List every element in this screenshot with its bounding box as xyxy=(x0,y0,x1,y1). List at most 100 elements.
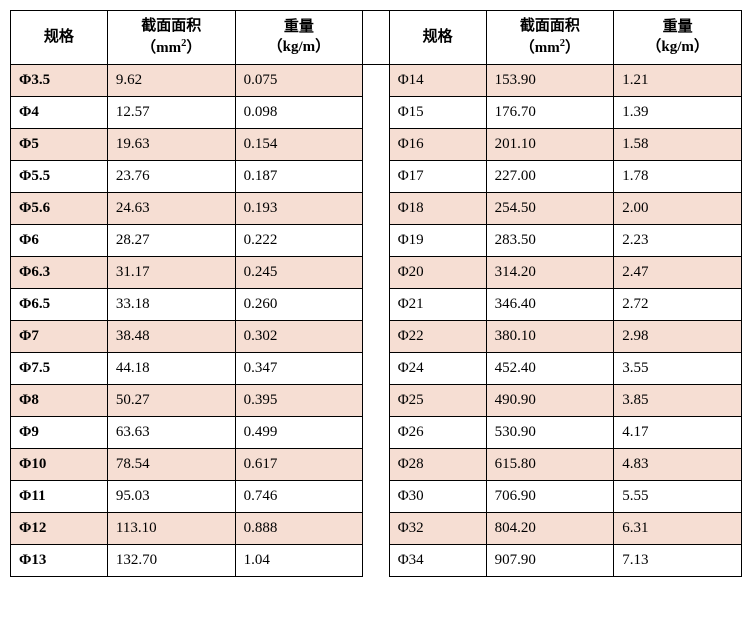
cell-area-left: 9.62 xyxy=(107,65,235,97)
cell-weight-left: 0.746 xyxy=(235,481,363,513)
cell-area-left: 78.54 xyxy=(107,449,235,481)
cell-gap xyxy=(363,97,389,129)
cell-weight-right: 5.55 xyxy=(614,481,742,513)
table-row: Φ5.624.630.193Φ18254.502.00 xyxy=(11,193,742,225)
cell-area-left: 23.76 xyxy=(107,161,235,193)
cell-weight-left: 0.302 xyxy=(235,321,363,353)
cell-spec-right: Φ16 xyxy=(389,129,486,161)
cell-weight-left: 0.075 xyxy=(235,65,363,97)
cell-weight-right: 1.58 xyxy=(614,129,742,161)
cell-area-left: 12.57 xyxy=(107,97,235,129)
cell-area-right: 490.90 xyxy=(486,385,614,417)
cell-weight-left: 0.193 xyxy=(235,193,363,225)
cell-area-left: 28.27 xyxy=(107,225,235,257)
cell-gap xyxy=(363,385,389,417)
cell-area-right: 254.50 xyxy=(486,193,614,225)
table-row: Φ7.544.180.347Φ24452.403.55 xyxy=(11,353,742,385)
cell-gap xyxy=(363,545,389,577)
cell-spec-left: Φ7 xyxy=(11,321,108,353)
cell-area-left: 38.48 xyxy=(107,321,235,353)
table-row: Φ628.270.222Φ19283.502.23 xyxy=(11,225,742,257)
cell-weight-right: 3.85 xyxy=(614,385,742,417)
cell-spec-left: Φ12 xyxy=(11,513,108,545)
table-row: Φ13132.701.04Φ34907.907.13 xyxy=(11,545,742,577)
cell-weight-right: 2.00 xyxy=(614,193,742,225)
cell-area-left: 33.18 xyxy=(107,289,235,321)
cell-weight-left: 0.098 xyxy=(235,97,363,129)
cell-weight-right: 2.47 xyxy=(614,257,742,289)
cell-gap xyxy=(363,257,389,289)
cell-weight-left: 0.187 xyxy=(235,161,363,193)
cell-gap xyxy=(363,353,389,385)
table-row: Φ3.59.620.075Φ14153.901.21 xyxy=(11,65,742,97)
cell-weight-left: 0.154 xyxy=(235,129,363,161)
cell-area-left: 19.63 xyxy=(107,129,235,161)
table-row: Φ850.270.395Φ25490.903.85 xyxy=(11,385,742,417)
table-row: Φ412.570.098Φ15176.701.39 xyxy=(11,97,742,129)
cell-spec-right: Φ22 xyxy=(389,321,486,353)
cell-area-right: 346.40 xyxy=(486,289,614,321)
cell-area-right: 804.20 xyxy=(486,513,614,545)
cell-weight-right: 2.23 xyxy=(614,225,742,257)
cell-weight-right: 4.83 xyxy=(614,449,742,481)
cell-area-left: 50.27 xyxy=(107,385,235,417)
cell-gap xyxy=(363,129,389,161)
cell-weight-right: 6.31 xyxy=(614,513,742,545)
table-row: Φ6.331.170.245Φ20314.202.47 xyxy=(11,257,742,289)
cell-gap xyxy=(363,65,389,97)
cell-spec-left: Φ10 xyxy=(11,449,108,481)
cell-spec-right: Φ30 xyxy=(389,481,486,513)
header-area-left: 截面面积 （mm2） xyxy=(107,11,235,65)
table-row: Φ738.480.302Φ22380.102.98 xyxy=(11,321,742,353)
cell-area-right: 153.90 xyxy=(486,65,614,97)
cell-weight-right: 2.98 xyxy=(614,321,742,353)
header-area-right: 截面面积 （mm2） xyxy=(486,11,614,65)
cell-gap xyxy=(363,417,389,449)
cell-weight-left: 0.395 xyxy=(235,385,363,417)
cell-area-left: 63.63 xyxy=(107,417,235,449)
cell-spec-right: Φ14 xyxy=(389,65,486,97)
cell-weight-left: 0.222 xyxy=(235,225,363,257)
cell-weight-right: 1.78 xyxy=(614,161,742,193)
cell-gap xyxy=(363,481,389,513)
cell-weight-right: 7.13 xyxy=(614,545,742,577)
cell-spec-right: Φ24 xyxy=(389,353,486,385)
cell-spec-left: Φ11 xyxy=(11,481,108,513)
cell-spec-left: Φ6.5 xyxy=(11,289,108,321)
cell-gap xyxy=(363,193,389,225)
table-row: Φ519.630.154Φ16201.101.58 xyxy=(11,129,742,161)
cell-weight-right: 1.21 xyxy=(614,65,742,97)
cell-spec-left: Φ9 xyxy=(11,417,108,449)
cell-spec-right: Φ15 xyxy=(389,97,486,129)
cell-spec-left: Φ8 xyxy=(11,385,108,417)
cell-area-right: 706.90 xyxy=(486,481,614,513)
header-weight-right: 重量（kg/m） xyxy=(614,11,742,65)
cell-spec-left: Φ5.5 xyxy=(11,161,108,193)
cell-spec-right: Φ26 xyxy=(389,417,486,449)
cell-spec-left: Φ5.6 xyxy=(11,193,108,225)
header-row: 规格 截面面积 （mm2） 重量（kg/m） 规格 截面面积 （mm2） 重量（… xyxy=(11,11,742,65)
table-row: Φ1195.030.746 Φ30706.905.55 xyxy=(11,481,742,513)
cell-area-right: 227.00 xyxy=(486,161,614,193)
cell-weight-left: 0.245 xyxy=(235,257,363,289)
header-gap xyxy=(363,11,389,65)
cell-spec-left: Φ7.5 xyxy=(11,353,108,385)
cell-weight-left: 0.499 xyxy=(235,417,363,449)
cell-area-right: 615.80 xyxy=(486,449,614,481)
cell-area-left: 95.03 xyxy=(107,481,235,513)
cell-gap xyxy=(363,289,389,321)
cell-spec-right: Φ17 xyxy=(389,161,486,193)
cell-spec-right: Φ20 xyxy=(389,257,486,289)
cell-area-right: 314.20 xyxy=(486,257,614,289)
cell-spec-right: Φ32 xyxy=(389,513,486,545)
header-weight-left: 重量（kg/m） xyxy=(235,11,363,65)
cell-spec-right: Φ28 xyxy=(389,449,486,481)
cell-gap xyxy=(363,225,389,257)
cell-area-right: 176.70 xyxy=(486,97,614,129)
cell-area-right: 201.10 xyxy=(486,129,614,161)
cell-area-left: 113.10 xyxy=(107,513,235,545)
cell-gap xyxy=(363,449,389,481)
table-body: Φ3.59.620.075Φ14153.901.21Φ412.570.098Φ1… xyxy=(11,65,742,577)
cell-area-right: 452.40 xyxy=(486,353,614,385)
cell-area-left: 132.70 xyxy=(107,545,235,577)
